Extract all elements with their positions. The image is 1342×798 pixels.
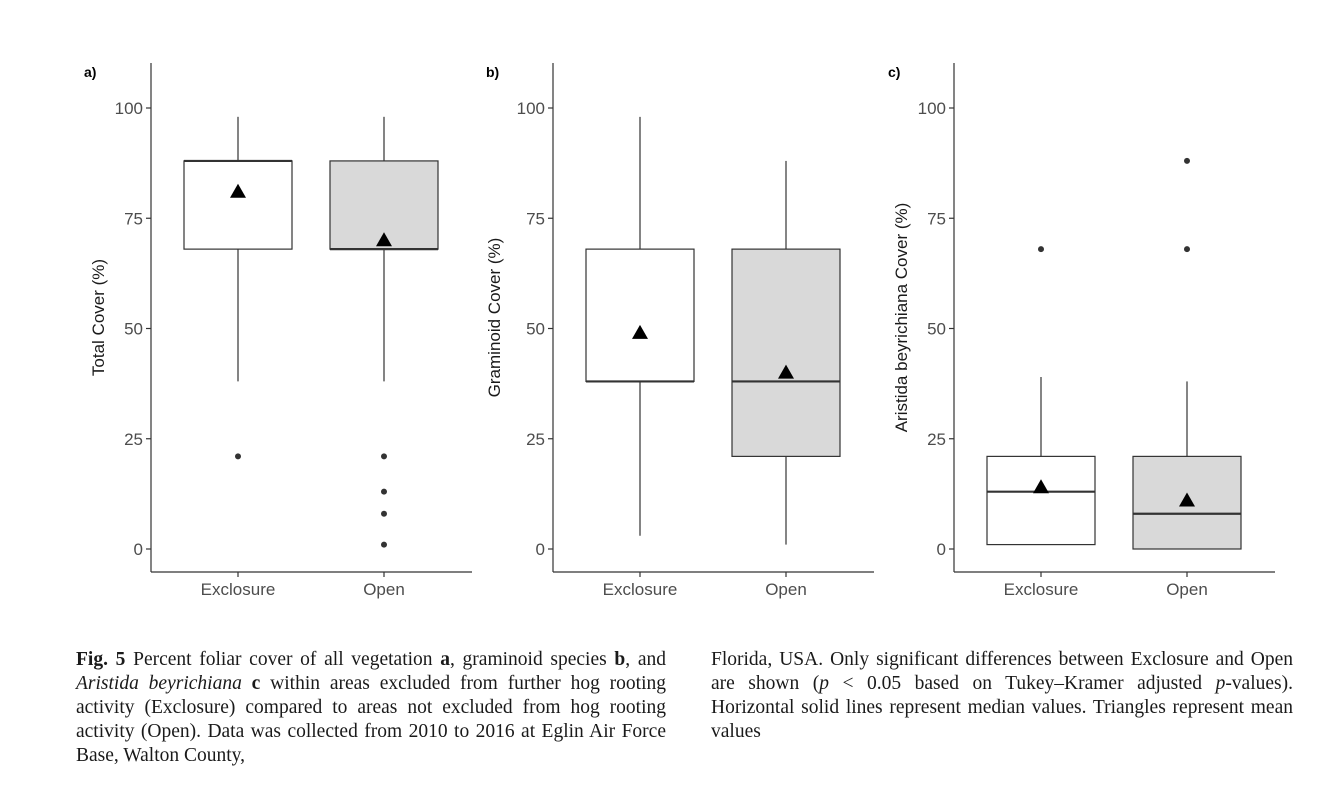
y-tick-label: 50 [526,320,545,339]
mean-triangle [230,183,246,198]
panel-label: b) [486,64,499,80]
mean-triangle [1179,492,1195,507]
y-tick-label: 75 [526,209,545,228]
panel-ref-b: b [614,649,626,670]
y-tick-label: 0 [536,540,545,559]
panel-ref-a: a [440,649,450,670]
x-category-label: Open [1166,580,1208,599]
panel-ref-c: c [251,673,261,694]
y-tick-label: 0 [937,540,946,559]
species-name: Aristida beyrichiana [76,673,242,694]
figure-caption-right: Florida, USA. Only significant differenc… [711,648,1293,744]
outlier-point [381,453,387,460]
y-tick-label: 0 [134,540,143,559]
figure-label: Fig. 5 [76,649,126,670]
caption-text: , graminoid species [449,649,615,670]
box-exclosure [986,455,1096,546]
y-tick-label: 50 [124,320,143,339]
mean-triangle [632,324,648,339]
y-tick-label: 50 [927,320,946,339]
outlier-point [1184,157,1190,164]
box-exclosure [183,160,293,250]
y-tick-label: 100 [918,99,946,118]
y-tick-label: 25 [526,430,545,449]
caption-text: within areas excluded from further hog r… [76,673,667,766]
y-tick-label: 100 [517,99,545,118]
outlier-point [381,541,387,548]
caption-text: Percent foliar cover of all vegetation [125,649,441,670]
x-category-label: Open [363,580,405,599]
y-tick-label: 75 [124,209,143,228]
x-category-label: Exclosure [603,580,678,599]
caption-text-continued: Florida, USA. Only significant differenc… [711,649,1293,742]
outlier-point [1184,246,1190,253]
figure-caption-left: Fig. 5 Percent foliar cover of all veget… [76,648,666,768]
mean-triangle [778,364,794,379]
outlier-point [1038,246,1044,253]
mean-triangle [376,232,392,247]
panel-label: a) [84,64,96,80]
outlier-point [381,488,387,495]
y-axis-title: Aristida beyrichiana Cover (%) [892,203,911,433]
y-tick-label: 25 [927,430,946,449]
y-tick-label: 100 [115,99,143,118]
caption-text: -values). Horizontal solid lines represe… [711,673,1293,742]
outlier-point [381,510,387,517]
y-tick-label: 25 [124,430,143,449]
box-open [731,248,841,457]
x-category-label: Exclosure [201,580,276,599]
italic-p: p [1215,673,1226,694]
panel-label: c) [888,64,900,80]
x-category-label: Open [765,580,807,599]
x-category-label: Exclosure [1004,580,1079,599]
y-axis-title: Total Cover (%) [89,259,108,376]
y-tick-label: 75 [927,209,946,228]
mean-triangle [1033,479,1049,494]
box-exclosure [585,248,695,383]
caption-text: Florida, USA. Only significant differenc… [711,649,1293,694]
box-plot-figure: a) 0 25 50 75 100 Total Cover (%) Exclosure Open… [84,63,1275,599]
italic-p: p [819,673,829,694]
y-axis-title: Graminoid Cover (%) [485,238,504,398]
caption-text: , and [625,649,666,670]
caption-text: < 0.05 based on Tukey–Kramer adjusted [828,673,1216,694]
outlier-point [235,453,241,460]
caption-text [242,673,252,694]
